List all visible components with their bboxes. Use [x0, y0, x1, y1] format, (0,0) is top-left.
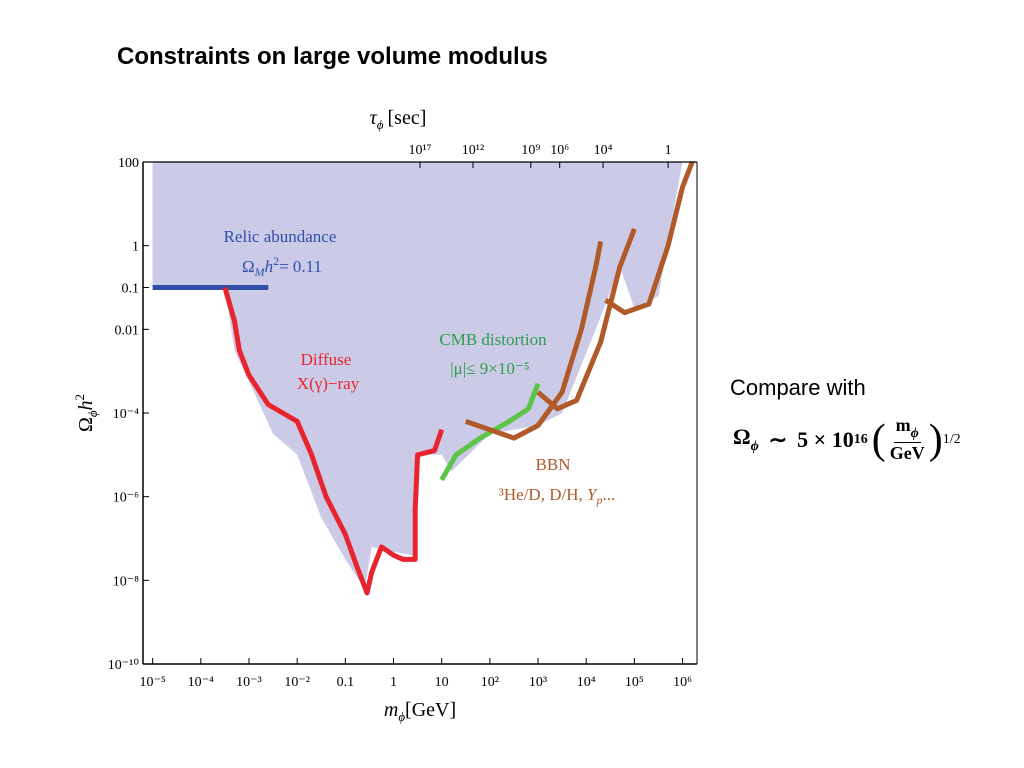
x-tick-label: 10² — [481, 675, 499, 690]
top-tick-label: 10⁴ — [594, 143, 613, 158]
x-tick-label: 10⁻² — [284, 675, 310, 690]
y-tick-label: 10⁻⁶ — [113, 491, 139, 506]
formula-fraction: mϕ GeV — [888, 415, 927, 464]
formula-power: 1/2 — [942, 431, 961, 447]
y-tick-label: 1 — [132, 240, 139, 255]
bbn-sources-label: ³He/D, D/H, Yp... — [499, 485, 615, 507]
y-tick-label: 10⁻⁴ — [113, 407, 139, 422]
formula-relation: ∼ — [768, 426, 788, 452]
top-axis-label: τϕ [sec] — [370, 107, 427, 132]
top-tick-label: 10⁹ — [521, 143, 540, 158]
slide-title: Constraints on large volume modulus — [117, 43, 548, 70]
top-tick-label: 1 — [665, 143, 672, 158]
excluded-region — [152, 162, 693, 589]
formula-denominator: GeV — [889, 443, 925, 463]
x-tick-label: 10⁻⁵ — [139, 675, 165, 690]
omega-formula: Ωϕ ∼ 5 × 10 16 ( mϕ GeV ) 1/2 — [733, 415, 961, 464]
relic-label: Relic abundance — [224, 227, 337, 246]
formula-numerator: m — [895, 415, 911, 435]
bbn-label: BBN — [536, 455, 571, 474]
x-tick-label: 10⁵ — [625, 675, 644, 690]
formula-exponent: 16 — [853, 431, 868, 447]
y-tick-label: 100 — [118, 156, 139, 171]
series-line-5 — [604, 161, 695, 316]
x-tick-label: 10⁴ — [577, 675, 596, 690]
formula-lhs-sub: ϕ — [750, 439, 759, 454]
series-line-1 — [222, 286, 445, 596]
series-line-4 — [536, 228, 637, 412]
x-tick-label: 10 — [435, 675, 449, 690]
diffuse-label: Diffuse — [301, 350, 352, 369]
top-tick-label: 10⁶ — [550, 143, 569, 158]
x-tick-label: 10⁶ — [673, 675, 692, 690]
series-line-3 — [464, 241, 604, 441]
x-tick-label: 1 — [390, 675, 397, 690]
relic-formula-label: ΩMh2= 0.11 — [242, 254, 322, 279]
x-tick-label: 0.1 — [337, 675, 355, 690]
y-tick-label: 10⁻⁸ — [113, 574, 139, 589]
cmb-bound-label: |μ|≤ 9×10⁻⁵ — [450, 359, 530, 378]
x-tick-label: 10⁻⁴ — [188, 675, 214, 690]
x-tick-label: 10³ — [529, 675, 547, 690]
top-tick-label: 10¹⁷ — [408, 143, 431, 158]
y-axis-label: Ωϕh2 — [72, 394, 100, 432]
y-tick-label: 0.1 — [122, 282, 140, 297]
diffuse-ray-label: X(γ)−ray — [297, 374, 360, 393]
cmb-label: CMB distortion — [439, 330, 547, 349]
compare-text: Compare with — [730, 375, 866, 400]
x-axis-label: mϕ[GeV] — [384, 699, 456, 724]
x-tick-label: 10⁻³ — [236, 675, 262, 690]
formula-lhs: Ω — [733, 424, 751, 449]
formula-numerator-sub: ϕ — [910, 426, 919, 441]
top-tick-label: 10¹² — [462, 143, 484, 158]
y-tick-label: 0.01 — [115, 323, 140, 338]
formula-coefficient: 5 × 10 — [797, 426, 854, 452]
y-tick-label: 10⁻¹⁰ — [108, 658, 140, 673]
